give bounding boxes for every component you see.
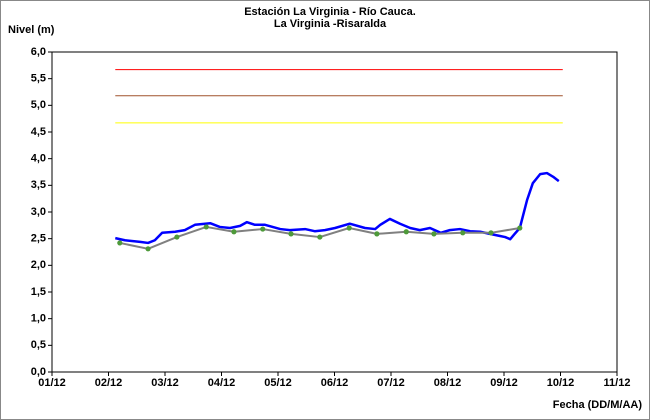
x-tick-label: 10/12: [547, 377, 575, 389]
y-tick-label: 2,0: [31, 259, 46, 271]
marker: [260, 226, 266, 232]
x-tick-label: 07/12: [377, 377, 405, 389]
marker: [488, 230, 494, 236]
y-tick-label: 1,5: [31, 286, 46, 298]
marker: [460, 230, 466, 236]
marker: [288, 231, 294, 237]
marker: [431, 231, 437, 237]
y-tick-label: 5,0: [31, 99, 46, 111]
y-axis-label: Nivel (m): [8, 24, 55, 36]
marker: [145, 246, 151, 252]
marker: [174, 234, 180, 240]
series-line: [115, 171, 560, 245]
marker: [117, 240, 123, 246]
x-tick-label: 03/12: [151, 377, 179, 389]
marker: [517, 225, 523, 231]
y-tick-label: 5,5: [31, 73, 46, 85]
y-tick-label: 1,0: [31, 313, 46, 325]
x-tick-label: 01/12: [38, 377, 66, 389]
y-tick-label: 3,5: [31, 179, 46, 191]
y-tick-label: 0,5: [31, 339, 46, 351]
y-tick-label: 0,0: [31, 366, 46, 378]
x-tick-label: 08/12: [434, 377, 462, 389]
y-tick-label: 3,0: [31, 206, 46, 218]
chart-subtitle: La Virginia -Risaralda: [274, 18, 387, 30]
marker: [374, 231, 380, 237]
x-tick-label: 09/12: [490, 377, 518, 389]
x-tick-label: 06/12: [321, 377, 349, 389]
marker: [231, 229, 237, 235]
y-tick-label: 4,5: [31, 126, 46, 138]
x-tick-label: 02/12: [95, 377, 123, 389]
y-tick-label: 4,0: [31, 153, 46, 165]
marker: [346, 225, 352, 231]
marker: [317, 234, 323, 240]
marker: [403, 229, 409, 235]
x-axis-label: Fecha (DD/M/AA): [553, 399, 643, 411]
y-tick-label: 2,5: [31, 233, 46, 245]
y-tick-label: 6,0: [31, 46, 46, 58]
marker: [203, 224, 209, 230]
x-tick-label: 05/12: [264, 377, 292, 389]
chart-title: Estación La Virginia - Río Cauca.: [244, 6, 416, 18]
x-tick-label: 11/12: [604, 377, 631, 389]
x-tick-label: 04/12: [208, 377, 236, 389]
